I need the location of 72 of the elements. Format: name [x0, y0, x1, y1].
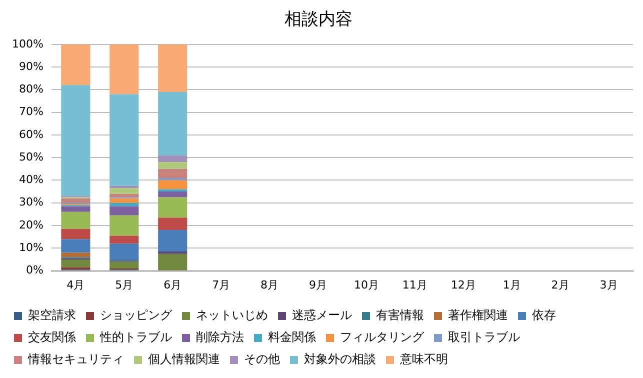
bar [158, 197, 188, 218]
legend-label: 依存 [532, 308, 556, 322]
bar [110, 215, 139, 236]
x-tick-label: 2月 [551, 278, 570, 292]
legend-label: 削除方法 [196, 330, 244, 344]
legend-label: フィルタリング [340, 330, 425, 344]
bar [61, 228, 90, 240]
bar [158, 230, 188, 252]
legend-label: 対象外の相談 [304, 352, 376, 366]
legend-label: ショッピング [100, 308, 173, 322]
x-tick-label: 7月 [212, 278, 230, 292]
legend-label: 迷惑メール [292, 308, 352, 322]
x-tick-label: 10月 [354, 278, 379, 292]
y-tick-label: 40% [18, 173, 44, 186]
bar [61, 239, 90, 253]
bar [158, 192, 188, 198]
y-tick-label: 80% [18, 82, 44, 96]
x-tick-label: 9月 [308, 278, 327, 292]
legend-label: 有害情報 [376, 308, 424, 322]
y-tick-label: 20% [18, 218, 44, 232]
y-tick-label: 100% [12, 37, 44, 50]
legend-label: ネットいじめ [196, 308, 268, 322]
bar [110, 206, 139, 216]
bar [61, 198, 90, 203]
bar [158, 218, 188, 230]
bar [61, 259, 90, 268]
bar [110, 262, 139, 269]
bar [158, 44, 188, 92]
x-tick-label: 1月 [502, 278, 521, 292]
x-tick-label: 4月 [66, 278, 85, 292]
y-tick-label: 30% [18, 196, 44, 209]
chart-title: 相談内容 [284, 10, 352, 30]
y-tick-label: 60% [18, 128, 44, 141]
bar [61, 252, 90, 258]
bar [110, 236, 139, 244]
y-tick-label: 50% [18, 150, 44, 164]
x-tick-label: 6月 [164, 278, 182, 292]
bar [110, 94, 139, 186]
bar [158, 168, 188, 178]
legend-label: 個人情報関連 [148, 352, 220, 366]
legend-label: 交友関係 [28, 330, 76, 344]
bar [110, 188, 139, 194]
bar [61, 206, 90, 212]
x-tick-label: 3月 [600, 278, 618, 292]
bar [158, 92, 188, 156]
x-tick-label: 12月 [450, 278, 476, 292]
bar [158, 254, 188, 270]
bar [110, 244, 139, 260]
legend-label: 取引トラブル [448, 330, 520, 344]
legend-label: その他 [244, 352, 280, 366]
bar [61, 212, 90, 229]
legend-label: 性的トラブル [99, 330, 172, 344]
legend-label: 著作権関連 [448, 308, 508, 322]
legend-label: 意味不明 [399, 352, 448, 366]
bar [110, 202, 139, 206]
x-tick-label: 5月 [115, 278, 134, 292]
bar [61, 85, 90, 196]
y-tick-label: 90% [18, 60, 44, 73]
y-tick-label: 0% [26, 264, 44, 277]
x-tick-label: 8月 [260, 278, 279, 292]
x-tick-label: 11月 [402, 278, 428, 292]
bar [158, 180, 188, 190]
bar [158, 155, 188, 162]
bar [110, 198, 139, 203]
bar [61, 44, 90, 86]
y-tick-label: 70% [18, 105, 44, 118]
legend-label: 情報セキュリティ [27, 352, 124, 366]
bar [110, 44, 139, 94]
legend-label: 架空請求 [28, 308, 76, 322]
y-tick-label: 10% [18, 241, 44, 254]
bar [158, 162, 188, 169]
legend-label: 料金関係 [268, 330, 316, 344]
